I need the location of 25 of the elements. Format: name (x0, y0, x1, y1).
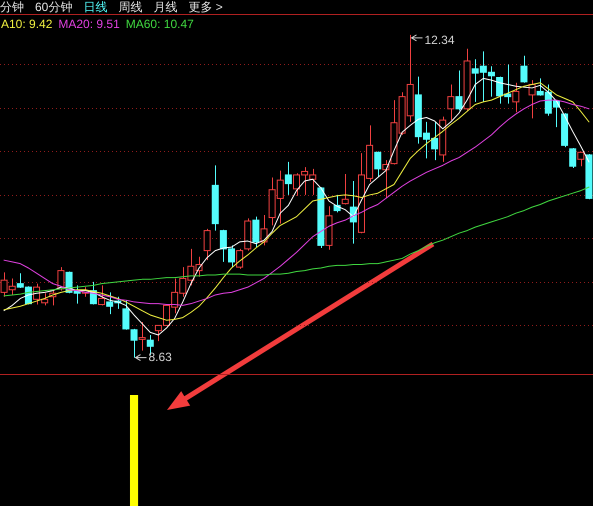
annotation: 8.63 (148, 350, 172, 364)
candlestick (447, 84, 454, 121)
text: 分钟 (0, 0, 24, 14)
candlestick (98, 284, 106, 306)
candlestick (122, 300, 130, 330)
candlestick (212, 164, 219, 232)
candlestick (204, 228, 211, 261)
annotation: 12.34 (424, 33, 455, 48)
text: 日线 (83, 0, 108, 14)
text: 周线 (118, 0, 142, 14)
text: 60分钟 (35, 0, 72, 14)
candlestick (138, 321, 146, 352)
text: MA20: 9.51 (58, 17, 120, 31)
candlestick (284, 161, 292, 196)
text: 月线 (153, 0, 178, 14)
candlestick (130, 328, 138, 358)
candlestick (464, 48, 471, 112)
candlestick (342, 174, 349, 205)
text: MA60: 10.47 (126, 17, 194, 31)
text: A10: 9.42 (1, 17, 53, 31)
candlestick (439, 116, 446, 162)
candlestick (512, 82, 520, 113)
candlestick (325, 206, 332, 250)
candlestick (455, 70, 462, 112)
text: 更多 > (188, 0, 223, 14)
